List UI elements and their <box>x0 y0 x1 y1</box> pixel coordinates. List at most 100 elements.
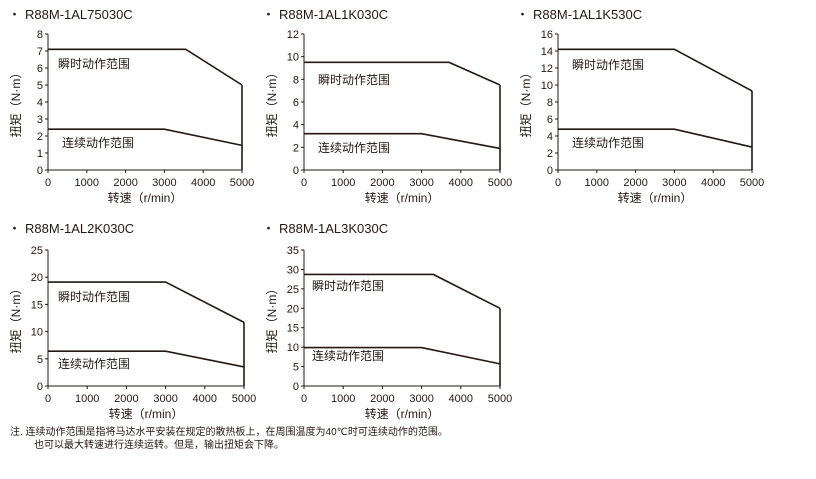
x-tick-label: 1000 <box>75 177 99 189</box>
y-tick-label: 16 <box>541 29 553 41</box>
x-tick-label: 4000 <box>701 177 725 189</box>
x-tick-label: 2000 <box>113 177 137 189</box>
title-bullet: ・ <box>516 7 530 22</box>
chart-panel-4: ・ R88M-1AL2K030C 0 5 10 15 20 25 0 1000 2000 3000 40… <box>8 218 258 423</box>
continuous-range-line <box>304 132 501 150</box>
x-tick-label: 3000 <box>153 393 177 405</box>
chart-title: ・ R88M-1AL3K030C <box>262 218 388 237</box>
x-tick-label: 0 <box>45 177 51 189</box>
y-tick-label: 10 <box>31 327 43 339</box>
x-tick-label: 5000 <box>740 177 764 189</box>
y-tick-label: 7 <box>37 46 43 58</box>
y-tick-label: 2 <box>547 148 553 160</box>
y-tick-label: 8 <box>547 97 553 109</box>
peak-range-line <box>304 273 501 309</box>
x-tick-label: 1000 <box>75 393 99 405</box>
continuous-range-label: 连续动作范围 <box>572 135 644 150</box>
peak-range-line <box>48 281 245 324</box>
y-tick-label: 6 <box>547 114 553 126</box>
peak-range-label: 瞬时动作范围 <box>572 58 644 72</box>
y-tick-label: 4 <box>547 131 553 143</box>
peak-range-label: 瞬时动作范围 <box>58 57 130 71</box>
y-tick-label: 10 <box>287 52 299 64</box>
x-axis-label: 转速（r/min） <box>618 190 693 205</box>
peak-range-label: 瞬时动作范围 <box>318 73 390 87</box>
footnote: 注. 连续动作范围是指将马达水平安装在规定的散热板上，在周围温度为40℃时可连续… <box>10 426 448 452</box>
x-tick-label: 0 <box>301 393 307 405</box>
title-bullet: ・ <box>8 7 22 22</box>
y-tick-label: 4 <box>293 120 299 132</box>
y-tick-label: 14 <box>541 46 553 58</box>
y-tick-label: 10 <box>287 342 299 354</box>
chart-svg: 0 1 2 3 4 5 6 7 8 0 1000 2000 3000 4000 5000 转速（r/min） 扭… <box>9 29 254 205</box>
y-axis-label: 扭矩（N·m） <box>519 67 533 138</box>
chart-title-text: R88M-1AL75030C <box>25 7 133 22</box>
y-tick-label: 5 <box>37 80 43 92</box>
chart-title: ・ R88M-1AL75030C <box>8 4 133 23</box>
continuous-range-label: 连续动作范围 <box>58 356 130 371</box>
y-tick-label: 25 <box>31 245 43 257</box>
chart-title: ・ R88M-1AL1K030C <box>262 4 388 23</box>
chart-svg: 0 2 4 6 8 10 12 14 16 0 1000 2000 3000 4000 5000 转速（r/m… <box>519 29 764 205</box>
chart-panel-3: ・ R88M-1AL1K530C 0 2 4 6 8 10 12 14 16 0 1000 2000 300… <box>516 4 766 208</box>
x-tick-label: 3000 <box>662 177 686 189</box>
y-tick-label: 0 <box>37 381 43 393</box>
continuous-range-label: 连续动作范围 <box>62 135 134 150</box>
footnote-line-1: 注. 连续动作范围是指将马达水平安装在规定的散热板上，在周围温度为40℃时可连续… <box>10 427 448 438</box>
x-tick-label: 5000 <box>230 177 254 189</box>
y-axis-label: 扭矩（N·m） <box>265 67 279 138</box>
y-tick-label: 15 <box>287 323 299 335</box>
x-axis-label: 转速（r/min） <box>109 406 184 421</box>
chart-svg: 0 5 10 15 20 25 30 35 0 1000 2000 3000 4000 5000 转速（r/… <box>265 245 512 421</box>
x-tick-label: 3000 <box>409 393 433 405</box>
y-tick-label: 8 <box>293 74 299 86</box>
y-tick-label: 20 <box>31 272 43 284</box>
y-tick-label: 1 <box>37 148 43 160</box>
continuous-range-line <box>558 128 753 148</box>
x-tick-label: 1000 <box>585 177 609 189</box>
footnote-line-2: 也可以最大转速进行连续运转。但是，输出扭矩会下降。 <box>34 440 284 451</box>
y-tick-label: 20 <box>287 303 299 315</box>
x-tick-label: 5000 <box>488 177 512 189</box>
y-tick-label: 4 <box>37 97 43 109</box>
x-tick-label: 5000 <box>232 393 256 405</box>
title-bullet: ・ <box>8 221 22 236</box>
x-tick-label: 0 <box>555 177 561 189</box>
y-tick-label: 12 <box>541 63 553 75</box>
chart-panel-2: ・ R88M-1AL1K030C 0 2 4 6 8 10 12 0 1000 2000 3000 400… <box>262 4 512 208</box>
y-tick-label: 6 <box>37 63 43 75</box>
x-tick-label: 2000 <box>370 177 394 189</box>
continuous-range-line <box>48 350 245 368</box>
x-tick-label: 3000 <box>152 177 176 189</box>
y-tick-label: 0 <box>293 165 299 177</box>
continuous-range-line <box>304 346 501 365</box>
peak-range-line <box>48 48 243 86</box>
y-tick-label: 12 <box>287 29 299 41</box>
y-axis-label: 扭矩（N·m） <box>9 283 23 354</box>
y-tick-label: 5 <box>37 354 43 366</box>
x-tick-label: 4000 <box>193 393 217 405</box>
y-tick-label: 6 <box>293 97 299 109</box>
x-axis-label: 转速（r/min） <box>365 406 440 421</box>
y-tick-label: 0 <box>37 165 43 177</box>
y-tick-label: 30 <box>287 264 299 276</box>
y-tick-label: 35 <box>287 245 299 257</box>
x-tick-label: 4000 <box>191 177 215 189</box>
y-tick-label: 10 <box>541 80 553 92</box>
x-tick-label: 2000 <box>370 393 394 405</box>
chart-title-text: R88M-1AL1K030C <box>279 7 389 22</box>
peak-range-line <box>558 48 753 92</box>
x-tick-label: 1000 <box>331 177 355 189</box>
x-tick-label: 2000 <box>114 393 138 405</box>
x-tick-label: 2000 <box>623 177 647 189</box>
y-tick-label: 0 <box>293 381 299 393</box>
x-tick-label: 4000 <box>449 177 473 189</box>
x-axis-label: 转速（r/min） <box>365 190 440 205</box>
chart-panel-5: ・ R88M-1AL3K030C 0 5 10 15 20 25 30 35 0 1000 2000 30… <box>262 218 512 423</box>
y-tick-label: 5 <box>293 362 299 374</box>
chart-title-text: R88M-1AL1K530C <box>533 7 643 22</box>
chart-title-text: R88M-1AL3K030C <box>279 221 389 236</box>
x-tick-label: 1000 <box>331 393 355 405</box>
peak-range-line <box>304 61 501 86</box>
y-axis-label: 扭矩（N·m） <box>265 283 279 354</box>
